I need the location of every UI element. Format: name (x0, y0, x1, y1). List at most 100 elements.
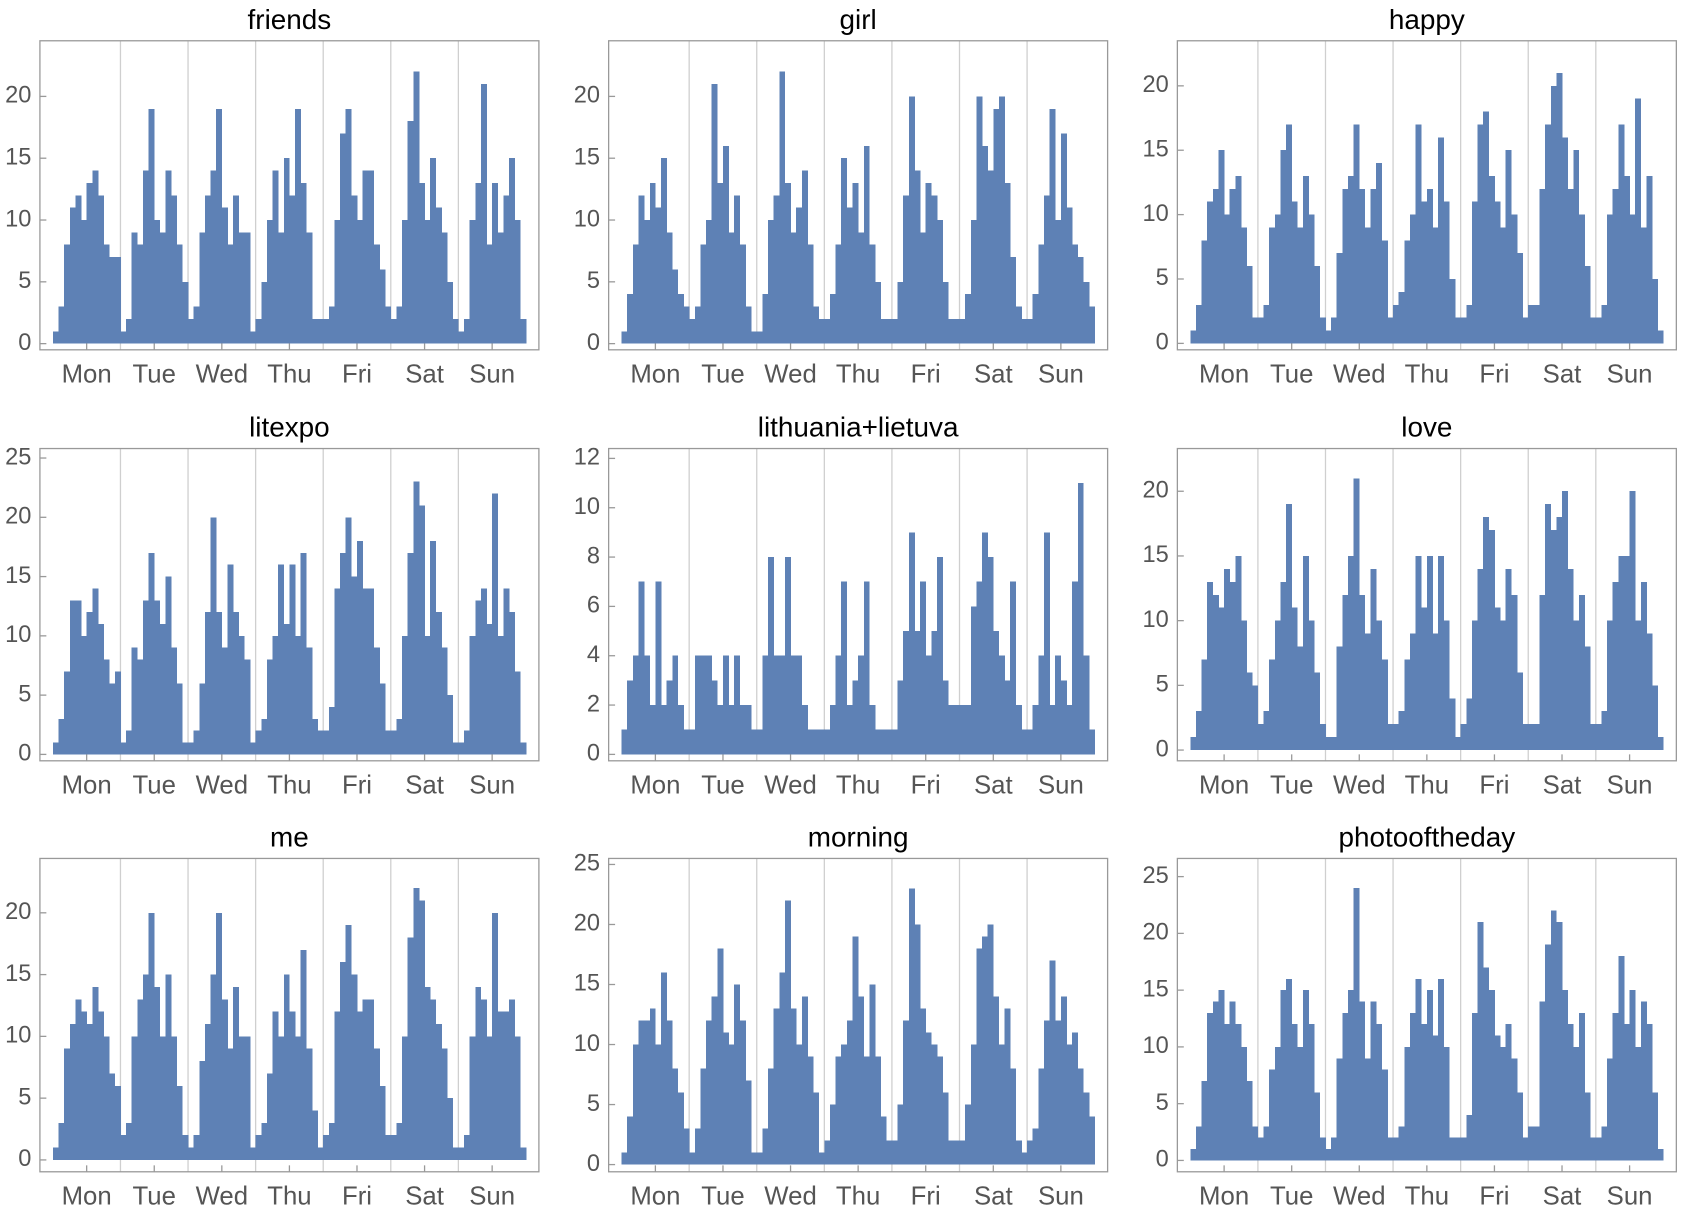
bar (1426, 990, 1433, 1161)
bar (114, 1085, 121, 1160)
bar (182, 742, 189, 755)
bar (323, 318, 330, 344)
bar (948, 318, 955, 344)
bar (503, 588, 510, 755)
bar (925, 182, 932, 344)
bar (1252, 685, 1259, 751)
bar (182, 281, 189, 344)
x-tick-label: Fri (1479, 771, 1509, 799)
bar (261, 281, 268, 344)
bar (1629, 990, 1636, 1161)
bar (683, 1128, 690, 1165)
bar (846, 705, 853, 755)
chart-title: me (270, 822, 309, 853)
bar (1578, 1012, 1585, 1161)
bar (711, 680, 718, 755)
bar (1021, 729, 1028, 755)
bar (880, 318, 887, 344)
bar (970, 606, 977, 755)
y-tick-label: 0 (587, 741, 600, 767)
bar (1595, 1137, 1602, 1161)
bar (1089, 1116, 1095, 1165)
bar (762, 294, 769, 344)
bar (1387, 1137, 1394, 1161)
bar (1286, 978, 1293, 1161)
bar (627, 1116, 634, 1165)
bar (920, 232, 927, 344)
bar (1297, 646, 1304, 751)
bar (1004, 1008, 1011, 1165)
bar (739, 705, 746, 755)
x-tick-label: Thu (267, 360, 311, 388)
y-tick-label: 5 (1156, 1090, 1169, 1116)
bar (722, 655, 729, 755)
bar (711, 84, 718, 344)
bar (953, 705, 960, 755)
bar (627, 294, 634, 344)
y-tick-label: 10 (5, 206, 31, 232)
x-tick-label: Mon (1199, 771, 1249, 799)
bar (1432, 633, 1439, 751)
bar (1246, 266, 1253, 344)
bar (1387, 317, 1394, 344)
bar (424, 220, 431, 344)
bar (931, 1044, 938, 1165)
bar (1280, 581, 1287, 751)
bar (373, 647, 380, 755)
bar (171, 647, 178, 755)
bar (227, 244, 234, 344)
bar (965, 294, 972, 344)
x-tick-label: Thu (267, 1182, 311, 1210)
bar (717, 705, 724, 755)
bar (379, 269, 386, 344)
bar (385, 306, 392, 344)
bar (1319, 1137, 1326, 1161)
bar (328, 306, 335, 344)
bar (1291, 1024, 1298, 1161)
x-tick-label: Sun (469, 771, 515, 799)
bar (987, 924, 994, 1165)
bar (1635, 98, 1642, 344)
y-tick-label: 15 (574, 144, 600, 170)
bar (497, 1011, 504, 1160)
bar (58, 718, 65, 755)
bar (1443, 620, 1450, 751)
bar (700, 655, 707, 755)
bar (1426, 188, 1433, 344)
bar (52, 1147, 59, 1160)
bar (1505, 568, 1512, 751)
y-tick-label: 4 (587, 642, 600, 668)
bar (1607, 1058, 1614, 1161)
bar (1556, 72, 1563, 344)
bar (1421, 1024, 1428, 1161)
bar (835, 1056, 842, 1165)
bar (801, 170, 808, 344)
bar (728, 1044, 735, 1165)
bar (1376, 163, 1383, 344)
bar (1646, 1024, 1653, 1161)
bar (1010, 257, 1017, 344)
bar (418, 900, 425, 1160)
bar (103, 244, 110, 344)
bar (334, 588, 341, 755)
bar (1562, 137, 1568, 344)
bar (272, 170, 279, 344)
bar (261, 718, 268, 755)
bar (914, 924, 921, 1165)
bar (1567, 1024, 1574, 1161)
bar (886, 729, 893, 755)
bar (1224, 1024, 1231, 1161)
bar (1629, 491, 1636, 751)
bar (480, 999, 487, 1160)
y-tick-label: 20 (1143, 72, 1169, 98)
bar (1083, 281, 1090, 344)
bar (1049, 108, 1056, 344)
bar (1415, 124, 1422, 344)
bar (306, 1048, 313, 1160)
bar (402, 220, 408, 344)
bar (875, 281, 881, 344)
bar (1257, 1137, 1264, 1161)
bar (717, 182, 724, 344)
bar (683, 729, 690, 755)
